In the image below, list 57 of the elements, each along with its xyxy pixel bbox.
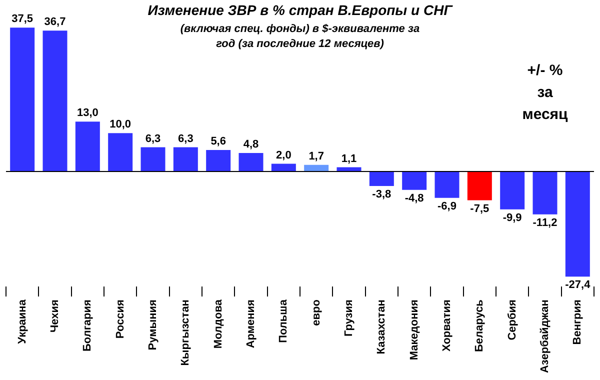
bar [173,147,198,172]
data-label: 36,7 [44,16,66,28]
bar [565,171,590,277]
chart-subtitle: (включая спец. фонды) в $-эквиваленте за год (за последние 12 месяцев) [175,22,425,52]
data-label: -27,4 [565,279,592,292]
x-tick-label: Македония [408,300,420,360]
data-label: -6,9 [438,200,456,212]
bar [336,167,362,172]
data-label: -3,8 [372,188,392,201]
annotation: +/- % за месяц [520,60,570,126]
chart-title: Изменение ЗВР в % стран В.Европы и СНГ [130,2,470,18]
bar [304,164,329,172]
data-label: -7,5 [470,202,490,215]
x-tick-label: Украина [16,298,28,344]
bar [42,30,68,172]
bar [434,171,460,198]
bar [206,150,231,172]
bar [140,147,166,172]
x-tick-label: Чехия [49,300,62,333]
data-label: -9,9 [502,212,522,224]
data-label: -11,2 [532,216,558,229]
data-label: -4,8 [404,192,424,204]
x-tick-label: Грузия [343,300,356,337]
x-tick-label: Хорватия [441,300,454,352]
data-label: 6,3 [178,132,194,145]
data-label: 1,7 [308,150,324,162]
bar [500,171,525,210]
data-label: 4,8 [243,138,259,151]
bar [108,133,133,172]
bar [467,171,492,200]
x-tick-label: Болгария [82,300,94,352]
x-tick-label: Румыния [147,300,160,350]
x-tick-label: Молдова [212,298,224,349]
x-tick-label: Армения [245,300,258,348]
bar [271,164,296,172]
x-tick-label: евро [310,299,322,326]
x-tick-label: Кыргызстан [180,300,192,366]
data-label: 10,0 [110,118,132,131]
x-tick-label: Казахстан [376,300,388,354]
bar [238,153,264,172]
data-label: 1,1 [341,152,357,165]
bar [10,28,35,172]
bar [75,122,100,172]
x-tick-label: Беларусь [474,299,486,352]
data-label: 6,3 [145,132,161,145]
x-tick-label: Азербайджан [539,300,552,374]
x-tick-label: Сербия [506,300,518,340]
bar [532,171,558,214]
bar [369,171,394,186]
data-label: 5,6 [210,136,226,148]
x-tick-label: Польша [278,298,290,343]
data-label: 13,0 [76,107,98,120]
data-label: 37,5 [12,13,34,26]
bar [402,171,427,190]
data-label: 2,0 [276,149,292,162]
x-tick-label: Венгрия [572,300,584,345]
x-tick-label: Россия [114,300,126,339]
